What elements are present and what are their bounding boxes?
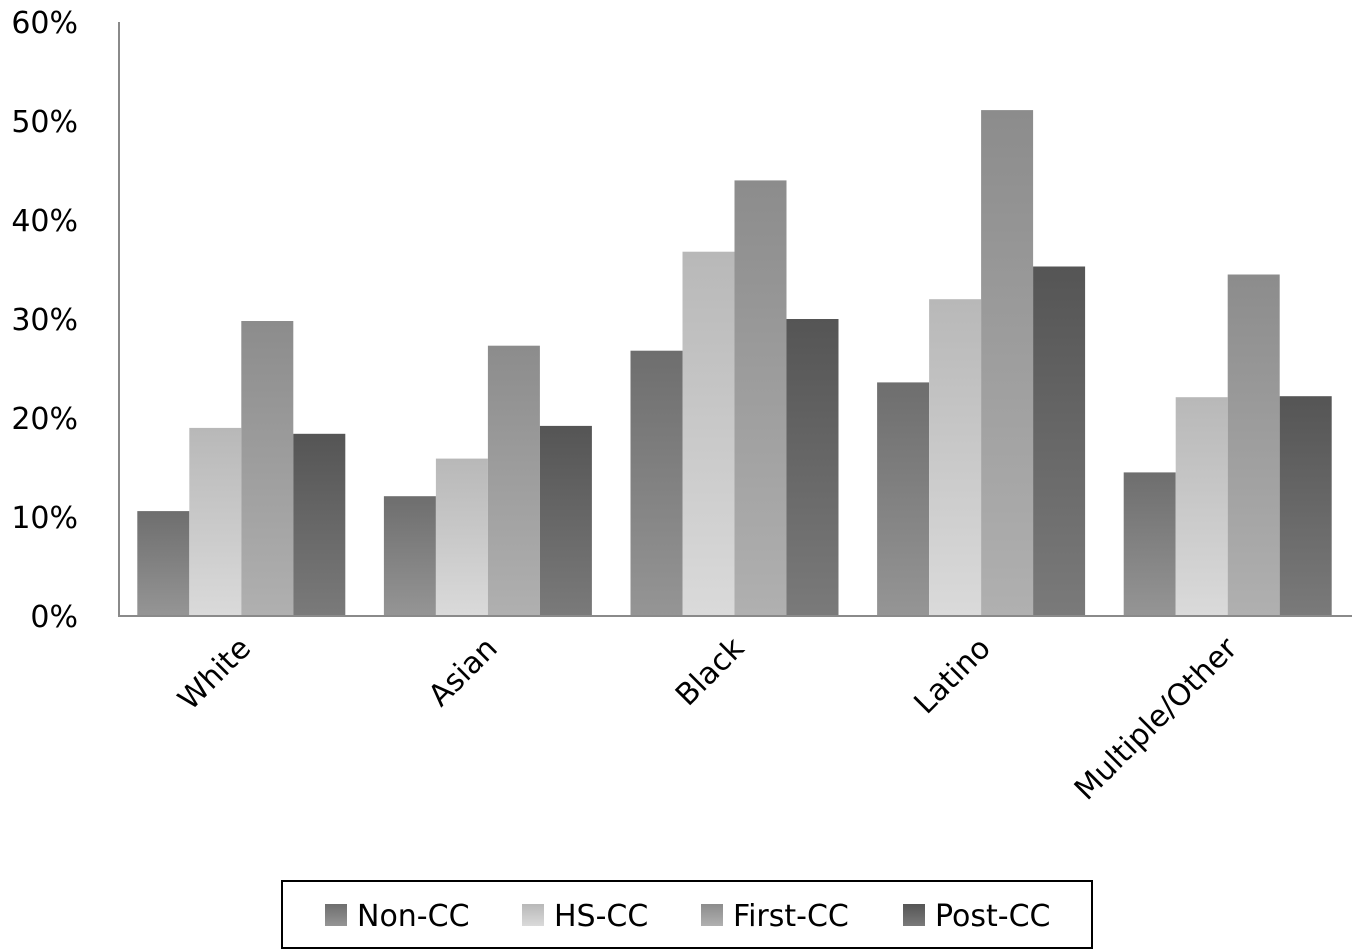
bar-hs-cc-multiple-other — [1175, 397, 1228, 616]
x-category-label: Black — [669, 630, 752, 713]
bars — [137, 110, 1332, 616]
legend-label: Non-CC — [357, 899, 470, 934]
bar-hs-cc-latino — [929, 299, 982, 616]
y-tick-label: 50% — [11, 105, 78, 140]
y-tick-label: 60% — [11, 6, 78, 41]
bar-hs-cc-asian — [435, 458, 488, 616]
bar-post-cc-white — [293, 433, 346, 616]
bar-post-cc-black — [786, 319, 839, 616]
legend-label: First-CC — [733, 899, 849, 934]
bar-non-cc-asian — [383, 496, 436, 616]
legend-swatch — [903, 904, 925, 926]
y-tick-label: 0% — [30, 600, 78, 635]
legend-box — [281, 880, 1093, 949]
y-axis-ticks: 0% 10% 20% 30% 40% 50% 60% — [11, 6, 78, 635]
x-category-label: Multiple/Other — [1068, 630, 1245, 807]
bar-non-cc-latino — [877, 382, 930, 616]
bar-first-cc-asian — [487, 345, 540, 616]
bar-post-cc-asian — [539, 425, 592, 616]
bar-hs-cc-black — [682, 251, 735, 616]
bar-first-cc-white — [241, 321, 294, 616]
legend-swatch — [325, 904, 347, 926]
bar-non-cc-black — [630, 350, 683, 616]
bar-first-cc-multiple-other — [1227, 274, 1280, 616]
y-tick-label: 30% — [11, 303, 78, 338]
legend-swatch — [701, 904, 723, 926]
x-category-label: Asian — [422, 631, 505, 714]
bar-non-cc-multiple-other — [1123, 472, 1176, 616]
bar-first-cc-latino — [981, 110, 1034, 616]
x-category-label: White — [172, 631, 258, 717]
bar-post-cc-latino — [1033, 266, 1086, 616]
legend-swatch — [522, 904, 544, 926]
bar-hs-cc-white — [189, 427, 242, 616]
legend-label: Post-CC — [935, 899, 1051, 934]
bar-first-cc-black — [734, 180, 787, 616]
y-tick-label: 40% — [11, 204, 78, 239]
bar-non-cc-white — [137, 511, 190, 616]
x-axis-labels: White Asian Black Latino Multiple/Other — [172, 630, 1245, 807]
legend: Non-CC HS-CC First-CC Post-CC — [281, 880, 1093, 949]
legend-label: HS-CC — [554, 899, 648, 934]
bar-post-cc-multiple-other — [1279, 396, 1332, 616]
x-category-label: Latino — [908, 631, 998, 721]
y-tick-label: 20% — [11, 402, 78, 437]
y-tick-label: 10% — [11, 501, 78, 536]
